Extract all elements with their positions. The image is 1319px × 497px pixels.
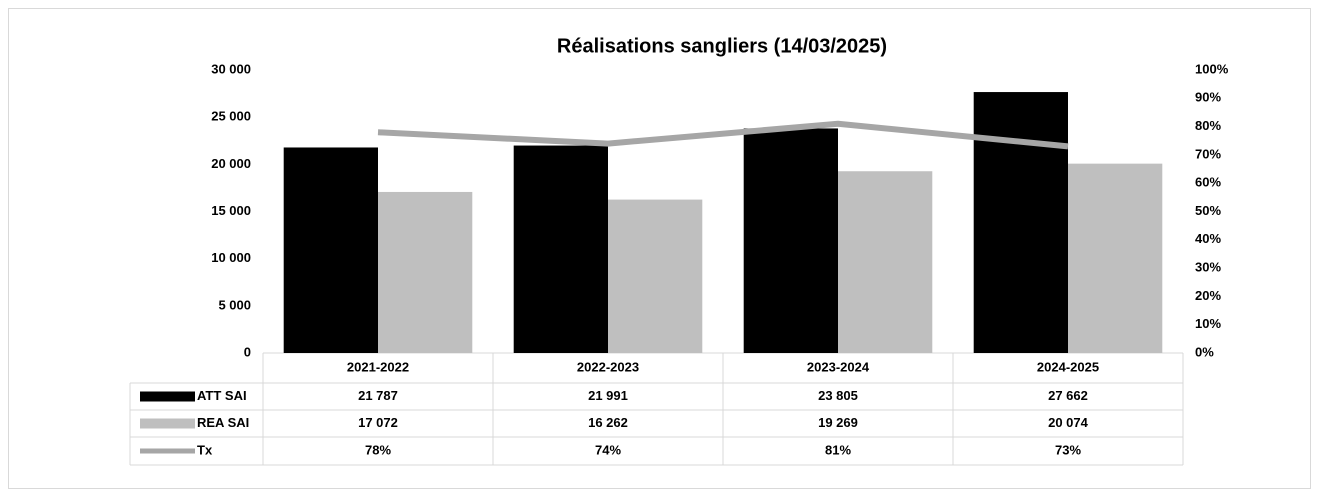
y2-tick-label: 10% xyxy=(1195,316,1221,331)
x-tick-label: 2021-2022 xyxy=(347,359,409,374)
y2-tick-label: 30% xyxy=(1195,260,1221,275)
x-tick-label: 2024-2025 xyxy=(1037,359,1099,374)
legend-key xyxy=(140,391,195,402)
bar xyxy=(608,199,703,353)
y2-tick-label: 80% xyxy=(1195,118,1221,133)
bar xyxy=(513,145,608,353)
y-tick-label: 20 000 xyxy=(211,156,251,171)
table-value: 17 072 xyxy=(358,415,398,430)
table-value: 16 262 xyxy=(588,415,628,430)
x-tick-label: 2022-2023 xyxy=(577,359,639,374)
table-value: 27 662 xyxy=(1048,388,1088,403)
y-tick-label: 5 000 xyxy=(218,297,251,312)
bar xyxy=(283,147,378,353)
y2-tick-label: 0% xyxy=(1195,344,1214,359)
bar xyxy=(973,92,1068,354)
y-tick-label: 15 000 xyxy=(211,203,251,218)
table-value: 78% xyxy=(365,442,391,457)
bar xyxy=(743,128,838,353)
chart-title: Réalisations sangliers (14/03/2025) xyxy=(557,35,887,57)
y2-tick-label: 100% xyxy=(1195,61,1229,76)
bar xyxy=(838,171,933,353)
table-value: 19 269 xyxy=(818,415,858,430)
table-value: 20 074 xyxy=(1048,415,1089,430)
bar xyxy=(1068,163,1163,353)
table-value: 81% xyxy=(825,442,851,457)
legend-key xyxy=(140,418,195,429)
y-tick-label: 10 000 xyxy=(211,250,251,265)
table-value: 21 787 xyxy=(358,388,398,403)
table-value: 74% xyxy=(595,442,621,457)
y2-tick-label: 20% xyxy=(1195,288,1221,303)
legend-label: ATT SAI xyxy=(197,388,247,403)
bar xyxy=(378,191,473,353)
y2-tick-label: 70% xyxy=(1195,146,1221,161)
legend-label: Tx xyxy=(197,442,213,457)
y2-tick-label: 50% xyxy=(1195,203,1221,218)
y-tick-label: 30 000 xyxy=(211,61,251,76)
x-tick-label: 2023-2024 xyxy=(807,359,870,374)
y2-tick-label: 90% xyxy=(1195,90,1221,105)
table-value: 21 991 xyxy=(588,388,628,403)
y2-tick-label: 60% xyxy=(1195,175,1221,190)
legend-label: REA SAI xyxy=(197,415,249,430)
table-value: 23 805 xyxy=(818,388,858,403)
y2-tick-label: 40% xyxy=(1195,231,1221,246)
line-series xyxy=(377,120,1069,150)
y-tick-label: 0 xyxy=(244,344,251,359)
y-tick-label: 25 000 xyxy=(211,109,251,124)
table-value: 73% xyxy=(1055,442,1081,457)
